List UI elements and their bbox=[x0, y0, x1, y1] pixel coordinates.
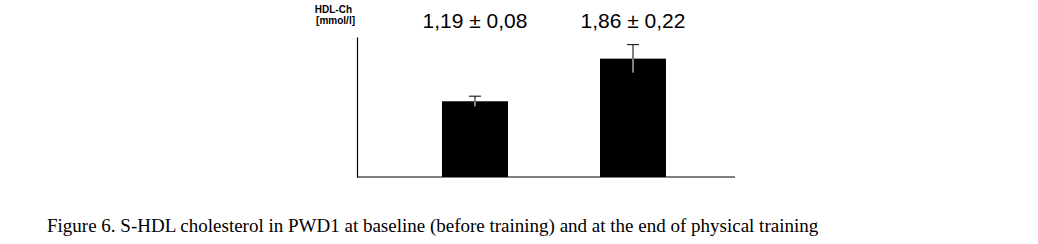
y-axis-title-line: [mmol/l] bbox=[316, 15, 355, 26]
error-bar bbox=[627, 45, 639, 73]
y-axis-title: HDL-Ch[mmol/l] bbox=[315, 4, 355, 26]
error-bar-stem bbox=[633, 45, 634, 73]
y-axis bbox=[357, 38, 358, 178]
data-label: 1,19 ± 0,08 bbox=[423, 9, 528, 32]
caption: Figure 6. S-HDL cholesterol in PWD1 at b… bbox=[47, 215, 819, 237]
bar bbox=[442, 101, 508, 177]
chart: 1,19 ± 0,08 1,86 ± 0,22 HDL-Ch[mmol/l] Figu… bbox=[0, 0, 1038, 244]
x-axis-line bbox=[357, 176, 735, 177]
error-bar bbox=[469, 96, 481, 106]
y-axis-title-line: HDL-Ch bbox=[315, 4, 352, 15]
error-bar-stem bbox=[475, 96, 476, 106]
error-bar-stem-inner bbox=[475, 101, 476, 106]
bar bbox=[600, 59, 666, 177]
error-bar-cap bbox=[469, 96, 481, 97]
error-bar-cap bbox=[627, 44, 639, 45]
data-label: 1,86 ± 0,22 bbox=[581, 9, 686, 32]
bars bbox=[442, 45, 666, 177]
error-bar-stem-inner bbox=[633, 59, 634, 73]
y-axis-line bbox=[357, 38, 358, 178]
